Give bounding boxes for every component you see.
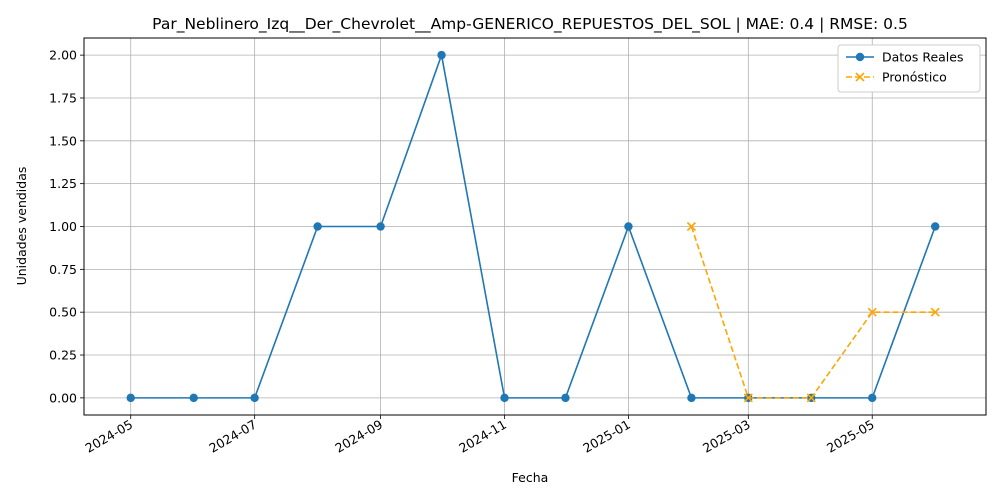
data-point <box>855 52 865 62</box>
x-tick-label: 2024-07 <box>206 417 259 456</box>
data-point <box>250 393 259 403</box>
data-point <box>437 50 446 60</box>
legend-item: Pronóstico <box>846 70 947 85</box>
y-tick-label: 2.00 <box>49 48 77 63</box>
data-point <box>687 393 696 403</box>
data-point <box>806 393 816 403</box>
y-tick-label: 1.75 <box>49 90 77 105</box>
y-tick-label: 1.25 <box>49 176 77 191</box>
y-axis-label: Unidades vendidas <box>14 167 29 286</box>
legend-item: Datos Reales <box>846 50 963 65</box>
data-point <box>868 393 877 403</box>
x-axis-label: Fecha <box>512 470 549 485</box>
series-line <box>130 52 936 399</box>
y-tick-label: 1.00 <box>49 219 77 234</box>
data-point <box>126 393 135 403</box>
x-tick-label: 2024-09 <box>332 417 385 456</box>
y-tick-label: 0.00 <box>49 390 77 405</box>
y-tick-label: 0.75 <box>49 262 77 277</box>
x-tick-label: 2025-01 <box>580 417 633 456</box>
x-tick-label: 2025-05 <box>824 417 877 456</box>
data-point <box>855 72 865 82</box>
series-actual <box>126 50 940 403</box>
x-tick-label: 2024-05 <box>82 417 135 456</box>
legend-label: Datos Reales <box>882 50 963 65</box>
series-forecast <box>686 221 940 403</box>
y-tick-label: 1.50 <box>49 133 77 148</box>
legend-label: Pronóstico <box>882 70 947 85</box>
data-point <box>561 393 570 403</box>
data-point <box>686 221 696 232</box>
x-tick-label: 2025-03 <box>700 417 753 456</box>
x-tick-label: 2024-11 <box>456 417 509 456</box>
data-point <box>313 222 322 231</box>
legend: Datos Reales Pronóstico <box>837 44 981 93</box>
data-point <box>867 307 877 317</box>
data-point <box>500 393 509 403</box>
data-point <box>930 307 940 317</box>
data-point <box>376 222 385 231</box>
y-tick-label: 0.50 <box>49 305 77 320</box>
grid <box>84 38 986 415</box>
data-point <box>624 222 633 231</box>
data-point <box>189 393 198 403</box>
data-point <box>743 393 753 403</box>
data-point <box>931 222 940 231</box>
chart-title: Par_Neblinero_Izq__Der_Chevrolet__Amp-GE… <box>152 15 908 34</box>
plot-series <box>126 50 940 403</box>
y-tick-label: 0.25 <box>49 348 77 363</box>
